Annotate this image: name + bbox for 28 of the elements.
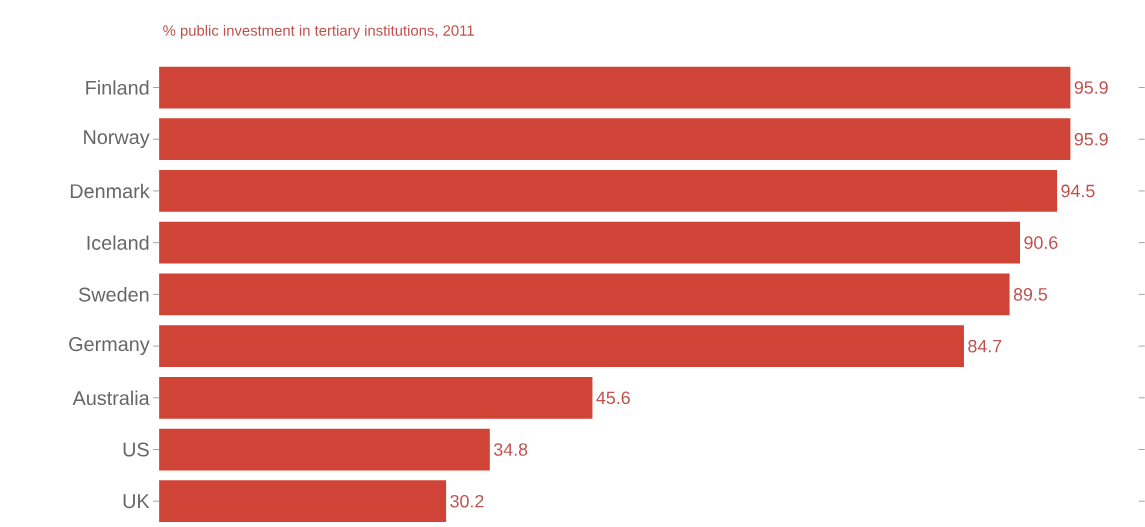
data-label: 95.9 [1074,81,1108,94]
bar [159,170,1058,212]
y-tick-label: Australia [72,390,150,406]
bar [159,273,1010,316]
data-label: 90.6 [1024,236,1058,249]
data-label: 95.9 [1074,132,1108,146]
y-tick-label: US [123,442,149,457]
y-tick-label: Germany [69,337,150,356]
data-label: 94.5 [1061,184,1095,198]
y-tick-label: Sweden [78,287,149,302]
y-tick-label: Denmark [70,183,150,199]
data-label: 89.5 [1013,288,1048,301]
bar [159,480,447,523]
bar [159,221,1021,264]
data-label: 34.8 [493,443,528,456]
data-label: 84.7 [968,339,1002,353]
data-label: 45.6 [596,391,630,405]
bar [159,428,490,471]
bar [159,376,593,419]
y-tick-label: Iceland [87,235,149,250]
chart-subtitle: % public investment in tertiary institutions, 2011 [163,24,474,39]
bar [159,66,1071,109]
data-label: 30.2 [450,494,484,508]
y-tick-label: UK [123,494,150,509]
y-tick-label: Norway [84,130,150,149]
bar [159,325,964,367]
bar [159,118,1071,161]
y-tick-label: Finland [86,80,149,95]
